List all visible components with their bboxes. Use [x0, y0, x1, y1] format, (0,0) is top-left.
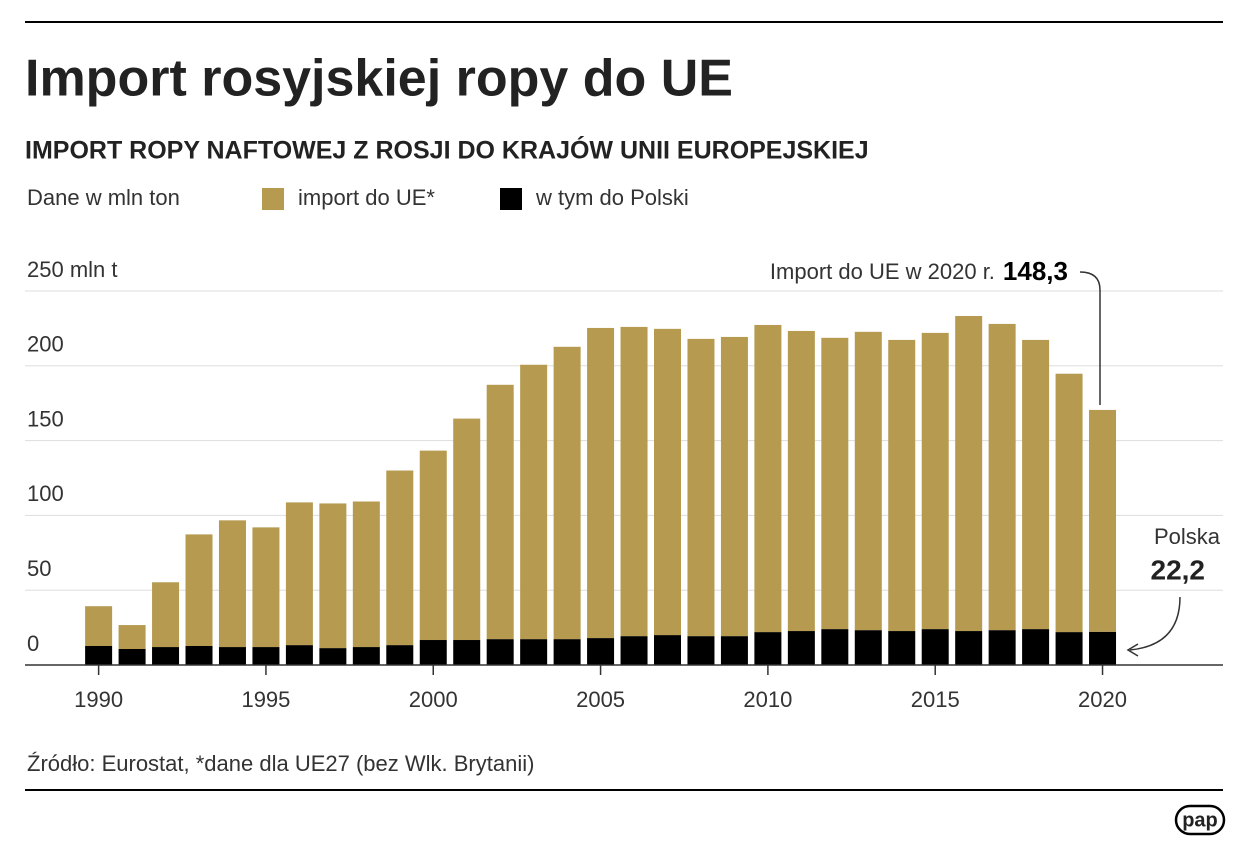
bar [921, 332, 949, 630]
bar [587, 327, 615, 639]
bar [720, 636, 748, 665]
bar [1089, 409, 1117, 632]
bar [285, 645, 313, 665]
x-tick-label: 2015 [911, 687, 960, 712]
bar [587, 638, 615, 665]
bar [687, 338, 715, 637]
bar [218, 520, 246, 648]
bar [218, 647, 246, 665]
value-label: 22,2 [1151, 554, 1206, 585]
bar [152, 582, 180, 648]
logo: pap [1182, 809, 1218, 831]
bar [620, 636, 648, 665]
bar [118, 648, 146, 665]
x-tick-label: 2010 [743, 687, 792, 712]
bar [486, 639, 514, 665]
bar [754, 632, 782, 665]
bar [520, 639, 548, 665]
bar [285, 502, 313, 646]
y-tick-label: 200 [27, 332, 64, 357]
bar [821, 337, 849, 630]
bar [152, 647, 180, 665]
bar [118, 625, 146, 649]
leader-line [1079, 271, 1101, 405]
bar [620, 326, 648, 637]
legend-label: w tym do Polski [535, 185, 689, 210]
bar [185, 646, 213, 665]
bar [787, 631, 815, 665]
bar [988, 630, 1016, 665]
legend-label: import do UE* [298, 185, 435, 210]
y-tick-label: 150 [27, 406, 64, 431]
bar [854, 630, 882, 665]
bar [553, 639, 581, 665]
x-tick-label: 2000 [409, 687, 458, 712]
bar [453, 418, 481, 641]
bar [352, 501, 380, 648]
source: Źródło: Eurostat, *dane dla UE27 (bez Wl… [27, 751, 534, 776]
bar [252, 527, 280, 648]
bar [419, 640, 447, 665]
x-tick-label: 2005 [576, 687, 625, 712]
arrow-head [1126, 643, 1139, 657]
bar [85, 646, 113, 665]
bar [252, 647, 280, 665]
bar [520, 364, 548, 640]
unit-note: Dane w mln ton [27, 185, 180, 210]
legend-swatch [500, 188, 522, 210]
bar [787, 330, 815, 632]
annotation-text: Import do UE w 2020 r. [770, 259, 995, 284]
bar [854, 331, 882, 631]
bar [955, 631, 983, 665]
chart-subtitle: IMPORT ROPY NAFTOWEJ Z ROSJI DO KRAJÓW U… [25, 135, 869, 165]
bar [319, 503, 347, 649]
bar [1055, 373, 1083, 633]
x-tick-label: 1995 [241, 687, 290, 712]
bar [1055, 632, 1083, 665]
bar [687, 636, 715, 665]
bar [352, 647, 380, 665]
annotation-2020: Import do UE w 2020 r. 148,3 [770, 256, 1068, 286]
bar [888, 339, 916, 632]
bar [453, 640, 481, 665]
bar [888, 631, 916, 665]
bar [720, 336, 748, 637]
bar [654, 635, 682, 665]
bar [921, 629, 949, 665]
bar [1089, 631, 1117, 665]
y-tick-label: 50 [27, 556, 51, 581]
annotation-polska: Polska [1154, 524, 1221, 549]
bar [1022, 629, 1050, 665]
bar [821, 629, 849, 665]
bar [185, 534, 213, 647]
y-tick-label: 100 [27, 481, 64, 506]
bar [419, 450, 447, 641]
x-tick-label: 1990 [74, 687, 123, 712]
bar [955, 315, 983, 632]
bar [319, 648, 347, 665]
legend: import do UE* w tym do Polski [262, 185, 689, 210]
x-tick-label: 2020 [1078, 687, 1127, 712]
bar [386, 470, 414, 646]
bar [486, 384, 514, 640]
plot-area: 0 50 100 150 200 250 mln t 1990 1995 2000 2005 201… [25, 257, 1223, 712]
bar [754, 324, 782, 633]
legend-swatch [262, 188, 284, 210]
y-tick-label: 250 mln t [27, 257, 118, 282]
bar [386, 645, 414, 665]
logo-frame [1174, 804, 1226, 836]
bar [988, 323, 1016, 631]
bar [654, 328, 682, 636]
bar [85, 606, 113, 647]
chart-title: Import rosyjskiej ropy do UE [25, 50, 733, 108]
bar [553, 346, 581, 640]
y-tick-label: 0 [27, 631, 39, 656]
leader-arrow [1129, 596, 1181, 651]
bar [1022, 339, 1050, 630]
value-label: 148,3 [1003, 256, 1068, 286]
